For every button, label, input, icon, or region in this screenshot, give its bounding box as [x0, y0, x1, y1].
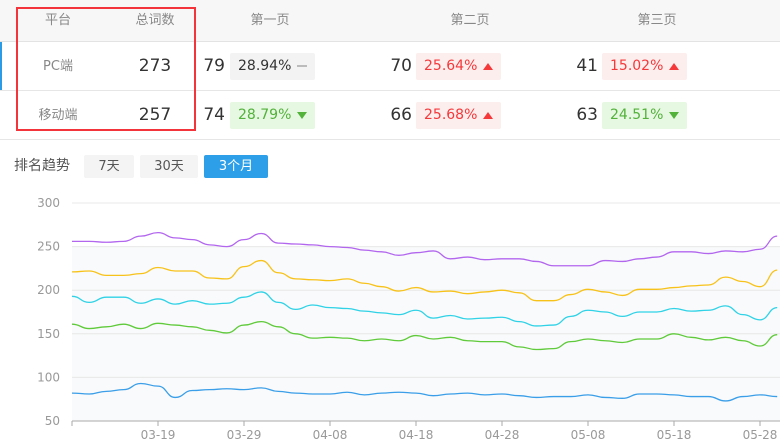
- header-page2: 第二页: [450, 13, 490, 28]
- page2-percent-badge: 25.64%: [416, 53, 502, 80]
- y-tick-label: 300: [37, 196, 60, 210]
- y-tick-label: 200: [37, 283, 60, 297]
- percent-value: 25.68%: [424, 107, 478, 123]
- range-7d-button[interactable]: 7天: [84, 155, 134, 178]
- page1-count: 79: [203, 56, 225, 76]
- x-tick-label: 03-29: [227, 428, 262, 442]
- trend-label: 排名趋势: [14, 158, 70, 174]
- range-30d-button[interactable]: 30天: [140, 155, 198, 178]
- x-tick-label: 05-18: [657, 428, 692, 442]
- rank-trend-chart: 50 100 150 200 250 300 03-19 03-29 04-08 04-18 04-…: [37, 196, 780, 442]
- header-total: 总词数: [135, 13, 175, 28]
- dash-icon: [297, 65, 308, 67]
- arrow-down-icon: [669, 111, 680, 119]
- total-keywords: 257: [138, 105, 172, 125]
- arrow-up-icon: [669, 62, 680, 70]
- page2-percent-badge: 25.68%: [416, 102, 502, 129]
- y-tick-label: 50: [45, 414, 60, 428]
- page2-count: 70: [390, 56, 412, 76]
- x-tick-label: 03-19: [141, 428, 176, 442]
- page3-count: 63: [576, 105, 598, 125]
- highlight-box: [16, 7, 196, 131]
- x-tick-label: 04-28: [485, 428, 520, 442]
- series-line-1: [72, 231, 778, 267]
- platform-name: 移动端: [38, 108, 78, 123]
- series-line-3: [71, 291, 778, 327]
- percent-value: 25.64%: [424, 58, 478, 74]
- series-line-5: [71, 382, 778, 402]
- page1-percent-badge: 28.94%: [230, 53, 316, 80]
- selected-row-indicator: [0, 42, 2, 90]
- x-tick-label: 05-08: [571, 428, 606, 442]
- series-line-2: [71, 259, 778, 302]
- x-tick-label: 05-28: [743, 428, 778, 442]
- arrow-up-icon: [483, 111, 494, 119]
- page2-count: 66: [390, 105, 412, 125]
- percent-value: 28.94%: [238, 58, 292, 74]
- page3-percent-badge: 15.02%: [602, 53, 688, 80]
- arrow-up-icon: [483, 62, 494, 70]
- platform-name: PC端: [43, 59, 73, 74]
- page1-count: 74: [203, 105, 225, 125]
- arrow-down-icon: [297, 111, 308, 119]
- total-keywords: 273: [138, 56, 172, 76]
- header-page1: 第一页: [250, 13, 290, 28]
- y-tick-label: 250: [37, 240, 60, 254]
- y-tick-label: 100: [37, 370, 60, 384]
- page3-count: 41: [576, 56, 598, 76]
- header-platform: 平台: [44, 13, 72, 28]
- range-3m-button[interactable]: 3个月: [204, 155, 268, 178]
- y-tick-label: 150: [37, 327, 60, 341]
- percent-value: 24.51%: [610, 107, 664, 123]
- series-line-4: [71, 320, 778, 351]
- percent-value: 15.02%: [610, 58, 664, 74]
- page1-percent-badge: 28.79%: [230, 102, 316, 129]
- percent-value: 28.79%: [238, 107, 292, 123]
- table-row[interactable]: PC端 273 79 28.94% 70 25.64% 41 15.02%: [0, 42, 780, 91]
- header-page3: 第三页: [637, 13, 677, 28]
- x-tick-label: 04-08: [313, 428, 348, 442]
- page3-percent-badge: 24.51%: [602, 102, 688, 129]
- x-tick-label: 04-18: [399, 428, 434, 442]
- table-row[interactable]: 移动端 257 74 28.79% 66 25.68% 63 24.51%: [0, 91, 780, 140]
